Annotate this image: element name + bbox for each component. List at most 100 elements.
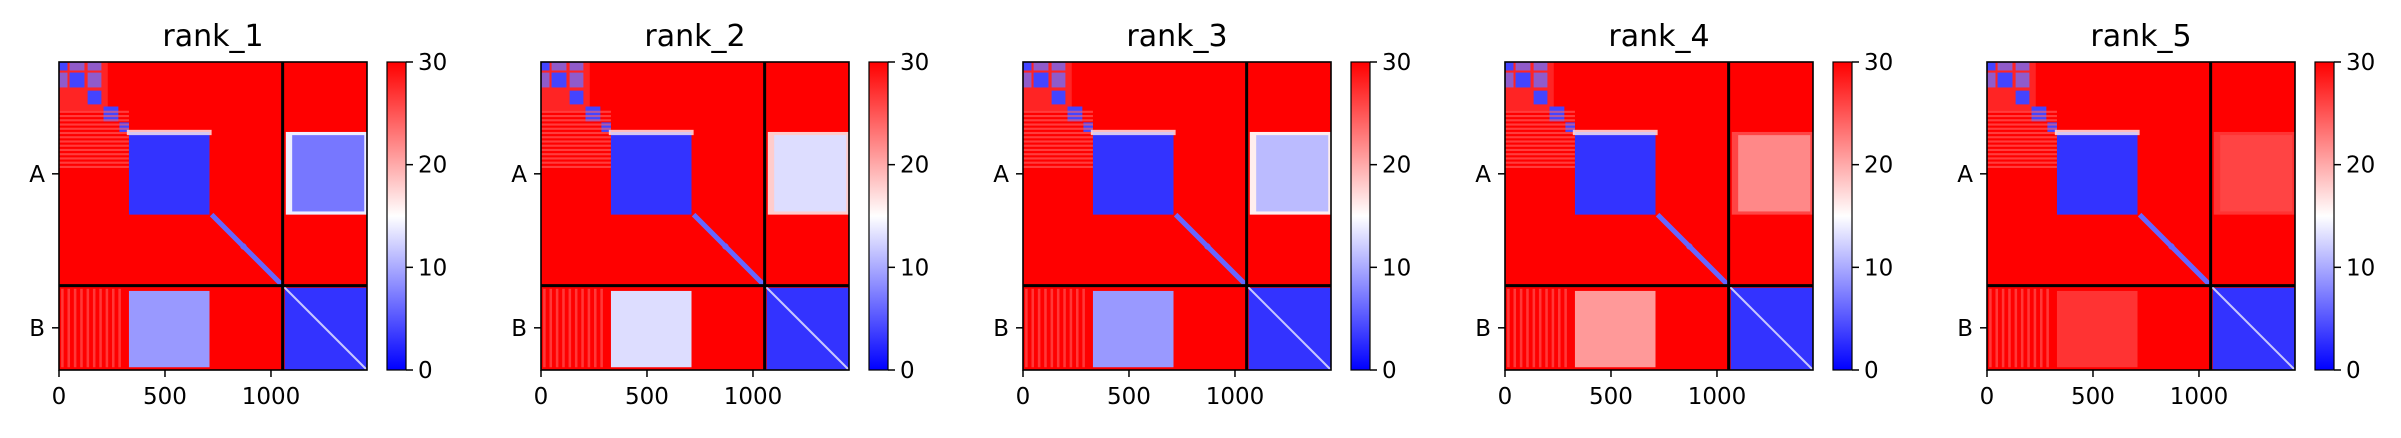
x-tick-label: 0 bbox=[52, 384, 67, 410]
nterm-block-row2-2 bbox=[1533, 72, 1548, 88]
colorbar-tick-label: 10 bbox=[1382, 255, 1411, 281]
interchain-BA-block bbox=[1092, 290, 1174, 368]
row-stripe bbox=[541, 123, 611, 126]
row-stripe bbox=[541, 131, 611, 135]
domainB-diagonal bbox=[2209, 284, 2296, 371]
interchain-BA-stripe bbox=[1989, 288, 1992, 368]
diag-block-0 bbox=[59, 62, 68, 71]
interchain-AB-block bbox=[774, 135, 847, 212]
row-stripe bbox=[1023, 131, 1093, 135]
diag-block-3 bbox=[585, 106, 601, 122]
nterm-block-2 bbox=[1051, 62, 1066, 71]
pae-panel-2: rank_2 0 500 1000 A B 0 10 20 30 bbox=[511, 19, 929, 410]
diag-block-3 bbox=[2031, 106, 2047, 122]
interchain-BA-stripe bbox=[1031, 288, 1035, 368]
interchain-BA-stripe bbox=[1050, 288, 1054, 368]
domainB-diagonal bbox=[1727, 284, 1814, 371]
row-stripe bbox=[1505, 165, 1575, 168]
interchain-BA-stripe bbox=[593, 288, 597, 368]
pae-panel-3: rank_3 0 500 1000 A B 0 10 20 30 bbox=[993, 19, 1411, 410]
row-stripe bbox=[541, 148, 611, 152]
colorbar-tick-label: 0 bbox=[1382, 358, 1397, 384]
diag-block-4 bbox=[1565, 122, 1575, 132]
interchain-BA-stripe bbox=[1557, 288, 1561, 368]
panel-title: rank_5 bbox=[2090, 19, 2191, 54]
x-tick-label: 500 bbox=[625, 384, 669, 410]
domainB-diagonal bbox=[1245, 284, 1332, 371]
pae-panel-4: rank_4 0 500 1000 A B 0 10 20 30 bbox=[1475, 19, 1893, 410]
nterm-block-1 bbox=[69, 62, 85, 71]
nterm-block-row2-0 bbox=[1505, 72, 1514, 88]
chain-label-B: B bbox=[511, 316, 527, 342]
domainA-edge bbox=[1572, 129, 1658, 136]
x-tick-label: 500 bbox=[2071, 384, 2115, 410]
diag-block-0 bbox=[1987, 62, 1996, 71]
diag-block-3 bbox=[103, 106, 119, 122]
interchain-BA-stripe bbox=[105, 288, 109, 368]
interchain-BA-stripe bbox=[80, 288, 83, 368]
domainA-edge bbox=[126, 129, 212, 136]
panel-title: rank_4 bbox=[1608, 19, 1709, 54]
colorbar-tick-label: 10 bbox=[900, 255, 929, 281]
domainA-block bbox=[2056, 131, 2138, 215]
domainA-block bbox=[1092, 131, 1174, 215]
row-stripe bbox=[59, 127, 129, 130]
domainA-edge bbox=[608, 129, 694, 136]
nterm-block-row2-0 bbox=[541, 72, 550, 88]
interchain-BA-stripe bbox=[99, 288, 102, 368]
x-tick-label: 1000 bbox=[1206, 384, 1265, 410]
row-stripe bbox=[541, 114, 611, 118]
row-stripe bbox=[59, 123, 129, 126]
row-stripe bbox=[1505, 131, 1575, 135]
pae-panel-1: rank_1 0 500 1000 A B 0 10 20 30 bbox=[29, 19, 447, 410]
panel-title: rank_3 bbox=[1126, 19, 1227, 54]
interchain-BA-stripe bbox=[562, 288, 565, 368]
diagonal-tick bbox=[1204, 243, 1211, 250]
row-stripe bbox=[1023, 140, 1093, 143]
interchain-BA-stripe bbox=[1532, 288, 1536, 368]
interchain-BA-stripe bbox=[61, 288, 64, 368]
row-stripe bbox=[1987, 110, 2057, 113]
diagonal-tick bbox=[1686, 243, 1693, 250]
nterm-block-row2-2 bbox=[2015, 72, 2030, 88]
diagonal-linker bbox=[1655, 212, 1731, 288]
row-stripe bbox=[541, 144, 611, 147]
row-stripe bbox=[541, 157, 611, 160]
colorbar bbox=[1832, 61, 1853, 371]
interchain-BA-stripe bbox=[1063, 288, 1066, 368]
interchain-BA-stripe bbox=[1025, 288, 1028, 368]
nterm-block-1 bbox=[1997, 62, 2013, 71]
interchain-BA-stripe bbox=[1545, 288, 1548, 368]
interchain-BA-stripe bbox=[2014, 288, 2018, 368]
row-stripe bbox=[1505, 127, 1575, 130]
interchain-BA-block bbox=[1574, 290, 1656, 368]
row-stripe bbox=[541, 161, 611, 164]
row-stripe bbox=[59, 119, 129, 122]
interchain-BA-stripe bbox=[1069, 288, 1073, 368]
colorbar bbox=[1350, 61, 1371, 371]
interchain-BA-stripe bbox=[1044, 288, 1047, 368]
colorbar bbox=[2314, 61, 2335, 371]
nterm-block-1 bbox=[1515, 62, 1531, 71]
row-stripe bbox=[1987, 136, 2057, 139]
colorbar-tick-label: 30 bbox=[1382, 50, 1411, 76]
x-tick-label: 0 bbox=[534, 384, 549, 410]
interchain-BA-stripe bbox=[1037, 288, 1041, 368]
domainB-diagonal bbox=[763, 284, 850, 371]
colorbar-tick-label: 30 bbox=[1864, 50, 1893, 76]
interchain-BA-block bbox=[2056, 290, 2138, 368]
diag-block-2 bbox=[2015, 90, 2030, 105]
row-stripe bbox=[59, 144, 129, 147]
diag-block-4 bbox=[119, 122, 129, 132]
interchain-BA-stripe bbox=[1564, 288, 1567, 368]
row-stripe bbox=[1023, 153, 1093, 156]
interchain-BA-stripe bbox=[543, 288, 546, 368]
row-stripe bbox=[1023, 119, 1093, 122]
diagonal-linker bbox=[1173, 212, 1249, 288]
row-stripe bbox=[541, 153, 611, 156]
row-stripe bbox=[59, 148, 129, 152]
axes-frame bbox=[1504, 61, 1814, 371]
interchain-BA-stripe bbox=[1513, 288, 1517, 368]
diag-block-1 bbox=[69, 72, 85, 88]
